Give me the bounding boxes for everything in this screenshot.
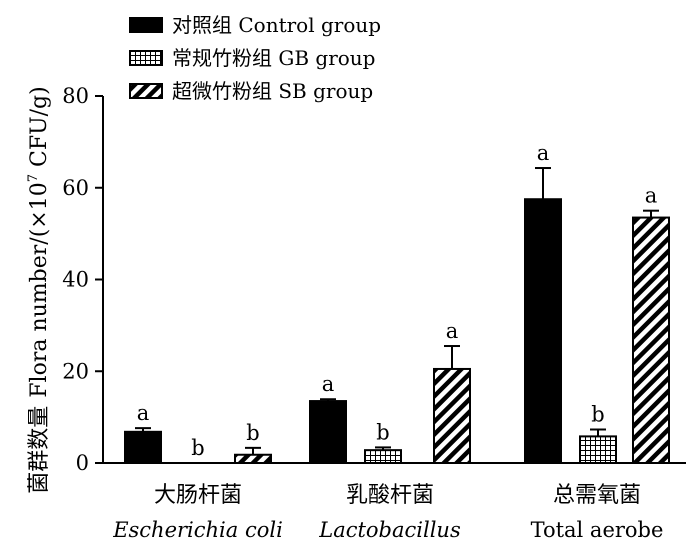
bar xyxy=(124,430,162,464)
x-category-label-en: Escherichia coli xyxy=(112,518,283,542)
significance-label: b xyxy=(376,420,389,444)
legend-swatch xyxy=(129,50,163,66)
y-tick-label: 20 xyxy=(62,359,89,383)
bar xyxy=(579,435,617,464)
bar xyxy=(433,367,471,464)
bar xyxy=(364,449,402,464)
y-axis-title-en: Flora number/(×10 xyxy=(27,182,52,397)
significance-label: b xyxy=(591,403,604,427)
legend-label: 对照组 Control group xyxy=(172,13,381,37)
significance-label: a xyxy=(645,184,658,208)
bar xyxy=(309,400,347,465)
y-tick-label: 0 xyxy=(76,451,89,475)
significance-label: a xyxy=(137,401,150,425)
significance-label: b xyxy=(191,436,204,460)
y-tick-label: 80 xyxy=(62,84,89,108)
x-category-label-cn: 乳酸杆菌 xyxy=(346,483,434,508)
y-axis-title-cn: 菌群数量 xyxy=(27,406,52,494)
legend-swatch xyxy=(129,83,163,99)
y-axis-title-unit: CFU/g) xyxy=(27,86,52,174)
y-tick-label: 40 xyxy=(62,268,89,292)
bar xyxy=(524,198,562,464)
x-category-label-en: Lactobacillus xyxy=(318,518,461,542)
y-tick-label: 60 xyxy=(62,176,89,200)
legend-label: 常规竹粉组 GB group xyxy=(172,46,375,70)
bar xyxy=(632,216,670,464)
legend-swatch xyxy=(129,17,163,33)
significance-label: a xyxy=(446,319,459,343)
significance-label: a xyxy=(537,141,550,165)
x-category-label-cn: 大肠杆菌 xyxy=(154,483,242,508)
significance-label: a xyxy=(322,372,335,396)
y-axis-title: 菌群数量 Flora number/(×107 CFU/g) xyxy=(26,86,52,493)
x-category-label-cn: 总需氧菌 xyxy=(553,483,641,508)
bar xyxy=(234,453,272,464)
y-axis-title-exp: 7 xyxy=(26,174,41,182)
legend-label: 超微竹粉组 SB group xyxy=(172,79,373,103)
x-category-label-en: Total aerobe xyxy=(531,518,664,542)
significance-label: b xyxy=(246,421,259,445)
